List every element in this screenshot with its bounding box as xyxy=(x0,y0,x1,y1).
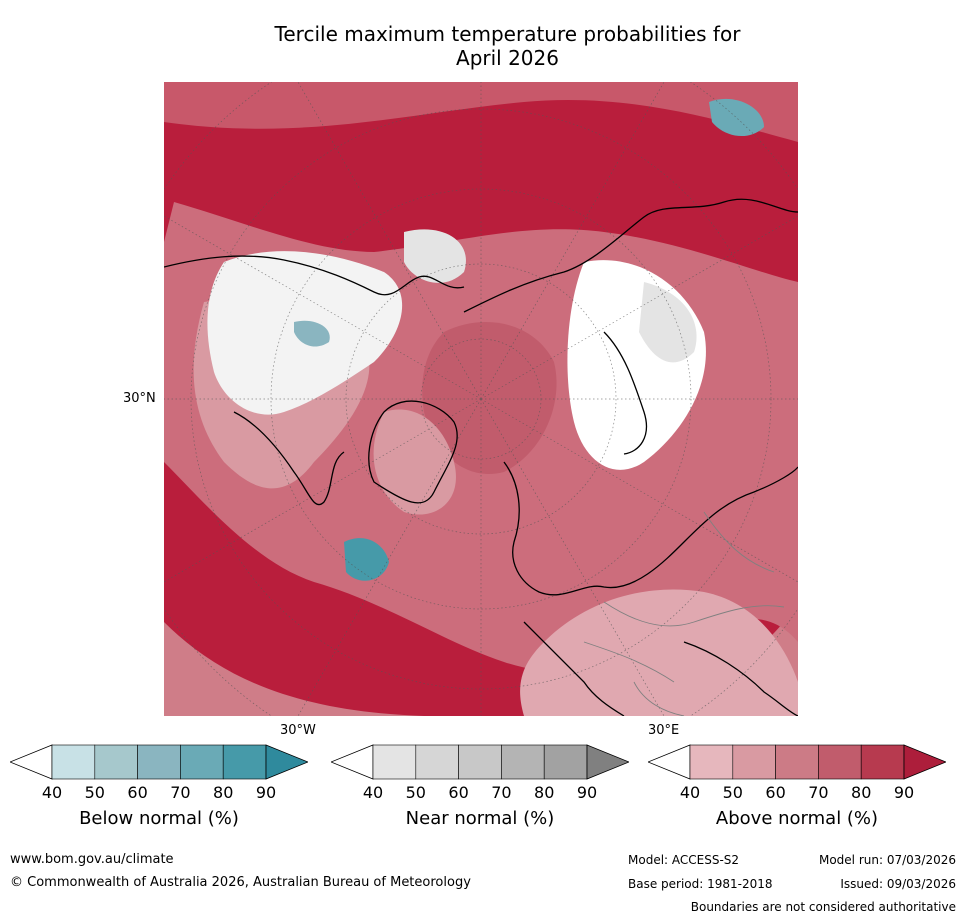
colorbar-above xyxy=(648,744,946,780)
atlantic-below-normal-region xyxy=(344,538,389,581)
canada-below-normal-region xyxy=(294,320,330,347)
colorbar-below-low-extend xyxy=(10,744,53,780)
colorbar-tick-label: 60 xyxy=(127,783,148,802)
colorbar-tick-label: 80 xyxy=(851,783,872,802)
colorbar-tick-label: 40 xyxy=(41,783,63,802)
colorbar-near-segment xyxy=(543,744,588,780)
colorbar-near-segment xyxy=(372,744,417,780)
colorbar-below-segment xyxy=(137,744,181,780)
footer-model: Model: ACCESS-S2 xyxy=(628,853,740,867)
colorbar-tick-label: 70 xyxy=(808,783,829,802)
colorbar-tick-label: 70 xyxy=(491,783,512,802)
colorbar-tick-label: 60 xyxy=(765,783,786,802)
pacific-below-normal-region xyxy=(709,98,764,137)
colorbar-below-high-extend xyxy=(265,744,308,780)
footer-disclaimer: Boundaries are not considered authoritat… xyxy=(690,900,956,914)
colorbar-tick-label: 90 xyxy=(893,783,915,802)
colorbar-tick-label: 50 xyxy=(84,783,105,802)
colorbar-tick-label: 80 xyxy=(534,783,555,802)
lon-label-30e: 30°E xyxy=(648,723,680,738)
colorbar-near-label: Near normal (%) xyxy=(405,808,555,829)
colorbar-above-segment xyxy=(689,744,734,780)
coastlines xyxy=(164,198,798,716)
colorbar-near-low-extend xyxy=(331,744,374,780)
colorbar-tick-label: 50 xyxy=(722,783,743,802)
colorbar-near-segment xyxy=(415,744,459,780)
colorbar-below-segment xyxy=(180,744,224,780)
colorbar-tick-label: 90 xyxy=(576,783,598,802)
alaska-near-normal-region xyxy=(404,229,466,283)
colorbar-below-segment xyxy=(51,744,96,780)
chart-title: Tercile maximum temperature probabilitie… xyxy=(160,22,855,70)
colorbar-tick-label: 50 xyxy=(405,783,426,802)
footer-issued: Issued: 09/03/2026 xyxy=(840,877,956,891)
colorbar-tick-label: 70 xyxy=(170,783,191,802)
graticule xyxy=(164,82,798,716)
colorbar-near xyxy=(331,744,629,780)
colorbar-tick-label: 90 xyxy=(255,783,277,802)
title-line-2: April 2026 xyxy=(456,46,559,70)
colorbar-tick-label: 80 xyxy=(213,783,234,802)
title-line-1: Tercile maximum temperature probabilitie… xyxy=(274,22,741,46)
colorbar-above-label: Above normal (%) xyxy=(715,808,879,829)
colorbar-tick-label: 40 xyxy=(362,783,384,802)
footer-base-period: Base period: 1981-2018 xyxy=(628,877,773,891)
siberia-near-normal-region xyxy=(639,282,697,363)
colorbar-near-segment xyxy=(458,744,502,780)
colorbar-above-segment xyxy=(775,744,819,780)
footer-model-run: Model run: 07/03/2026 xyxy=(818,853,956,867)
colorbar-near-segment xyxy=(501,744,545,780)
colorbar-above-segment xyxy=(860,744,905,780)
arctic-core-region xyxy=(422,322,557,474)
colorbar-above-high-extend xyxy=(903,744,946,780)
footer-url[interactable]: www.bom.gov.au/climate xyxy=(10,852,174,867)
country-borders xyxy=(583,511,785,716)
colorbar-above-segment xyxy=(818,744,862,780)
lat-label-30n: 30°N xyxy=(123,391,156,406)
colorbar-above-low-extend xyxy=(648,744,691,780)
probability-map xyxy=(164,82,798,716)
footer-copyright: © Commonwealth of Australia 2026, Austra… xyxy=(10,875,471,890)
sw-corner-region xyxy=(164,622,424,716)
colorbar-below xyxy=(10,744,308,780)
colorbar-tick-label: 60 xyxy=(448,783,469,802)
colorbar-tick-label: 40 xyxy=(679,783,701,802)
colorbar-near-high-extend xyxy=(586,744,629,780)
colorbar-below-segment xyxy=(94,744,138,780)
lon-label-30w: 30°W xyxy=(280,723,316,738)
colorbar-below-segment xyxy=(222,744,267,780)
colorbar-above-segment xyxy=(732,744,776,780)
europe-light-region xyxy=(520,589,798,716)
north-corner-region xyxy=(164,82,798,142)
colorbar-below-label: Below normal (%) xyxy=(79,808,239,829)
